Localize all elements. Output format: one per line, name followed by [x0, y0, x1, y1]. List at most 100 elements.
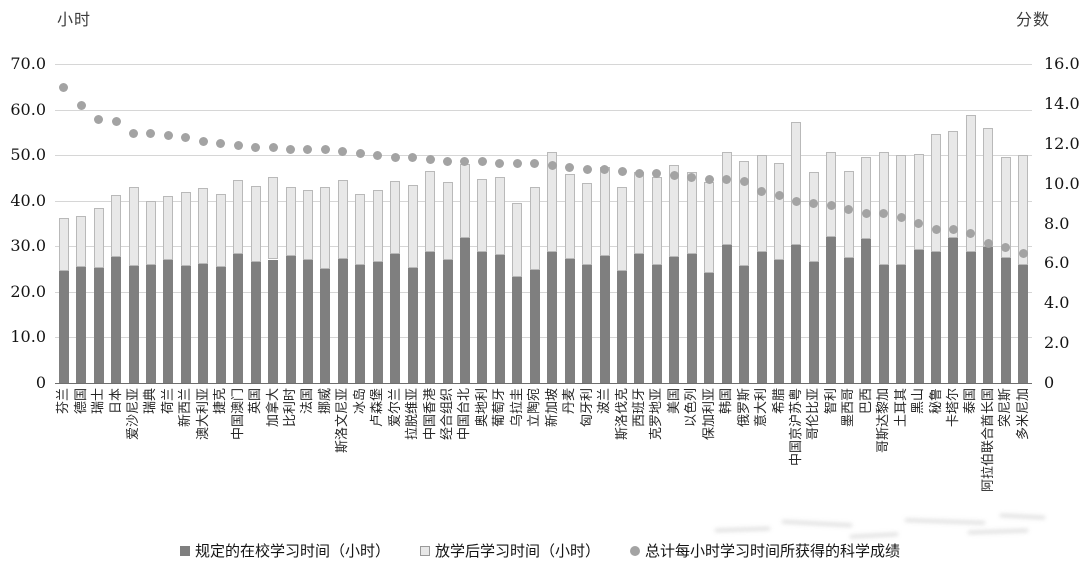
gridline — [55, 109, 1032, 111]
bar-segment-afterschool-hours — [512, 202, 523, 278]
bar-segment-afterschool-hours — [268, 176, 279, 260]
score-data-point — [582, 165, 592, 175]
bar-segment-school-hours — [861, 238, 872, 383]
category-label: 韩国 — [719, 388, 735, 415]
bar-segment-school-hours — [948, 237, 959, 383]
score-data-point — [233, 141, 243, 151]
legend-item-school-hours: 规定的在校学习时间（小时） — [179, 540, 390, 561]
bar-segment-school-hours — [564, 258, 575, 383]
bar-segment-school-hours — [878, 265, 889, 383]
category-label: 拉脱维亚 — [405, 388, 421, 441]
bar-segment-school-hours — [215, 266, 226, 383]
score-data-point — [477, 157, 487, 167]
bar-segment-afterschool-hours — [756, 155, 767, 253]
bar-segment-school-hours — [739, 266, 750, 383]
score-data-point — [286, 145, 296, 155]
bar-segment-afterschool-hours — [58, 218, 69, 272]
category-label: 经合组织 — [440, 388, 456, 441]
category-label: 哥伦比亚 — [806, 388, 822, 441]
left-axis-tick-label: 20.0 — [10, 281, 46, 301]
score-data-point — [739, 177, 749, 187]
score-data-point — [1001, 242, 1011, 252]
bar-segment-school-hours — [198, 263, 209, 383]
score-data-point — [704, 175, 714, 185]
right-axis-tick-label: 4.0 — [1044, 293, 1070, 313]
bar-segment-afterschool-hours — [564, 174, 575, 259]
score-data-point — [94, 115, 104, 125]
score-data-point — [547, 161, 557, 171]
bar-segment-afterschool-hours — [948, 130, 959, 238]
category-label: 荷兰 — [160, 388, 176, 415]
score-data-point — [914, 219, 924, 228]
bar-segment-afterschool-hours — [215, 194, 226, 267]
school-hours-swatch-icon — [179, 545, 190, 556]
score-data-point — [408, 153, 418, 163]
plot-area — [55, 64, 1032, 384]
bar-segment-school-hours — [442, 260, 453, 383]
bar-segment-school-hours — [425, 251, 436, 383]
score-data-point — [600, 165, 610, 175]
bar-segment-school-hours — [128, 266, 139, 383]
bar-segment-afterschool-hours — [198, 188, 209, 264]
category-label: 丹麦 — [562, 388, 578, 415]
bar-segment-school-hours — [791, 245, 802, 383]
right-axis-tick-label: 0 — [1044, 373, 1055, 392]
bar-segment-afterschool-hours — [721, 152, 732, 246]
score-data-point — [390, 153, 400, 163]
bar-segment-school-hours — [774, 260, 785, 383]
bar-segment-afterschool-hours — [861, 156, 872, 239]
category-label: 以色列 — [684, 388, 700, 428]
bar-segment-afterschool-hours — [320, 187, 331, 269]
bar-segment-school-hours — [111, 257, 122, 383]
bar-segment-school-hours — [355, 264, 366, 383]
score-data-point — [948, 224, 958, 234]
bar-segment-school-hours — [965, 252, 976, 383]
score-data-point — [1018, 248, 1028, 258]
score-data-point — [722, 175, 732, 185]
legend-item-score-per-hour: 总计每小时学习时间所获得的科学成绩 — [630, 540, 900, 561]
bar-segment-afterschool-hours — [704, 182, 715, 274]
bar-segment-school-hours — [93, 267, 104, 383]
bar-segment-afterschool-hours — [651, 177, 662, 265]
score-data-point — [809, 199, 819, 209]
legend-item-afterschool-hours: 放学后学习时间（小时） — [419, 540, 600, 561]
bar-segment-afterschool-hours — [843, 171, 854, 258]
score-data-point — [617, 167, 627, 177]
legend-label-school-hours: 规定的在校学习时间（小时） — [194, 542, 390, 560]
bar-segment-school-hours — [843, 257, 854, 383]
right-axis-tick-label: 6.0 — [1044, 253, 1070, 273]
bar-segment-school-hours — [250, 262, 261, 383]
category-label: 土耳其 — [893, 388, 909, 428]
bar-segment-afterschool-hours — [774, 162, 785, 261]
bar-segment-school-hours — [372, 261, 383, 383]
bar-segment-afterschool-hours — [180, 191, 191, 267]
bar-segment-afterschool-hours — [76, 216, 87, 267]
gridline — [55, 246, 1032, 248]
score-data-point — [460, 157, 470, 167]
score-data-point — [355, 149, 365, 159]
category-label: 中国香港 — [422, 388, 438, 441]
watermark-stroke — [714, 527, 771, 532]
left-axis-tick-label: 10.0 — [10, 327, 46, 347]
category-label: 瑞士 — [91, 388, 107, 415]
bar-segment-school-hours — [1018, 265, 1029, 383]
left-axis-tick-label: 40.0 — [10, 190, 46, 210]
bar-segment-afterschool-hours — [529, 187, 540, 271]
bar-segment-school-hours — [145, 264, 156, 383]
legend-label-afterschool-hours: 放学后学习时间（小时） — [434, 542, 600, 560]
gridline — [55, 200, 1032, 202]
score-data-point — [129, 129, 138, 139]
score-data-point — [791, 197, 801, 207]
bar-segment-school-hours — [808, 261, 819, 383]
category-label: 斯洛伐克 — [614, 388, 630, 441]
bar-segment-school-hours — [529, 270, 540, 383]
right-axis-tick-label: 10.0 — [1044, 173, 1080, 193]
bar-segment-afterschool-hours — [233, 180, 244, 254]
category-label: 中国澳门 — [230, 388, 246, 441]
bar-segment-afterschool-hours — [547, 151, 558, 253]
bar-segment-afterschool-hours — [913, 154, 924, 251]
bar-segment-school-hours — [320, 268, 331, 383]
category-label: 爱沙尼亚 — [126, 388, 141, 441]
bar-segment-school-hours — [704, 273, 715, 383]
category-label: 西班牙 — [631, 388, 647, 428]
